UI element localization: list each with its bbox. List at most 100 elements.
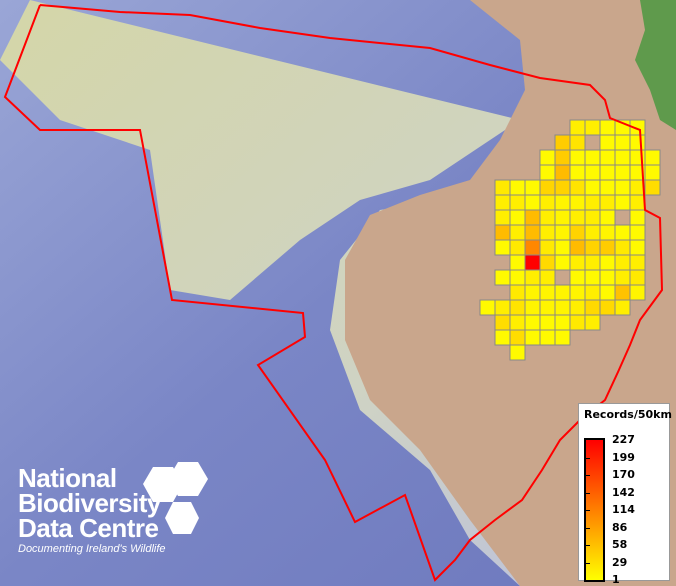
grid-cell[interactable] <box>524 329 541 346</box>
grid-cell[interactable] <box>614 224 631 241</box>
grid-cell[interactable] <box>614 299 631 316</box>
grid-cell[interactable] <box>524 209 541 226</box>
grid-cell[interactable] <box>599 164 616 181</box>
grid-cell[interactable] <box>539 269 556 286</box>
grid-cell[interactable] <box>569 209 586 226</box>
grid-cell[interactable] <box>524 284 541 301</box>
grid-cell[interactable] <box>614 134 631 151</box>
grid-cell[interactable] <box>494 314 511 331</box>
grid-cell[interactable] <box>494 179 511 196</box>
grid-cell[interactable] <box>539 299 556 316</box>
grid-cell[interactable] <box>569 254 586 271</box>
grid-cell[interactable] <box>614 164 631 181</box>
grid-cell[interactable] <box>614 284 631 301</box>
grid-cell[interactable] <box>599 224 616 241</box>
grid-cell[interactable] <box>539 164 556 181</box>
grid-cell[interactable] <box>614 149 631 166</box>
grid-cell[interactable] <box>629 224 646 241</box>
grid-cell[interactable] <box>539 194 556 211</box>
grid-cell[interactable] <box>644 164 661 181</box>
grid-cell[interactable] <box>539 239 556 256</box>
grid-cell[interactable] <box>554 194 571 211</box>
grid-cell[interactable] <box>524 194 541 211</box>
grid-cell[interactable] <box>524 224 541 241</box>
grid-cell[interactable] <box>584 194 601 211</box>
grid-cell[interactable] <box>614 269 631 286</box>
grid-cell[interactable] <box>524 254 541 271</box>
grid-cell[interactable] <box>569 164 586 181</box>
grid-cell[interactable] <box>554 224 571 241</box>
grid-cell[interactable] <box>629 194 646 211</box>
grid-cell[interactable] <box>509 269 526 286</box>
grid-cell[interactable] <box>644 149 661 166</box>
grid-cell[interactable] <box>554 179 571 196</box>
grid-cell[interactable] <box>569 149 586 166</box>
grid-cell[interactable] <box>569 239 586 256</box>
grid-cell[interactable] <box>584 119 601 136</box>
grid-cell[interactable] <box>644 179 661 196</box>
grid-cell[interactable] <box>524 239 541 256</box>
grid-cell[interactable] <box>569 269 586 286</box>
grid-cell[interactable] <box>539 329 556 346</box>
grid-cell[interactable] <box>509 254 526 271</box>
grid-cell[interactable] <box>539 224 556 241</box>
grid-cell[interactable] <box>629 239 646 256</box>
grid-cell[interactable] <box>629 284 646 301</box>
grid-cell[interactable] <box>554 134 571 151</box>
grid-cell[interactable] <box>584 284 601 301</box>
grid-cell[interactable] <box>569 284 586 301</box>
grid-cell[interactable] <box>569 179 586 196</box>
grid-cell[interactable] <box>569 224 586 241</box>
grid-cell[interactable] <box>629 134 646 151</box>
grid-cell[interactable] <box>524 314 541 331</box>
grid-cell[interactable] <box>494 209 511 226</box>
grid-cell[interactable] <box>569 119 586 136</box>
grid-cell[interactable] <box>599 284 616 301</box>
grid-cell[interactable] <box>599 299 616 316</box>
grid-cell[interactable] <box>554 149 571 166</box>
grid-cell[interactable] <box>524 179 541 196</box>
grid-cell[interactable] <box>584 209 601 226</box>
grid-cell[interactable] <box>584 254 601 271</box>
grid-cell[interactable] <box>539 209 556 226</box>
grid-cell[interactable] <box>539 284 556 301</box>
grid-cell[interactable] <box>629 254 646 271</box>
grid-cell[interactable] <box>509 299 526 316</box>
grid-cell[interactable] <box>509 239 526 256</box>
grid-cell[interactable] <box>494 269 511 286</box>
grid-cell[interactable] <box>509 284 526 301</box>
grid-cell[interactable] <box>614 254 631 271</box>
grid-cell[interactable] <box>554 254 571 271</box>
grid-cell[interactable] <box>509 224 526 241</box>
grid-cell[interactable] <box>539 314 556 331</box>
grid-cell[interactable] <box>584 314 601 331</box>
grid-cell[interactable] <box>569 299 586 316</box>
grid-cell[interactable] <box>629 269 646 286</box>
grid-cell[interactable] <box>569 314 586 331</box>
grid-cell[interactable] <box>614 239 631 256</box>
grid-cell[interactable] <box>599 149 616 166</box>
grid-cell[interactable] <box>599 209 616 226</box>
grid-cell[interactable] <box>599 254 616 271</box>
grid-cell[interactable] <box>494 194 511 211</box>
grid-cell[interactable] <box>584 299 601 316</box>
grid-cell[interactable] <box>554 329 571 346</box>
grid-cell[interactable] <box>494 329 511 346</box>
grid-cell[interactable] <box>554 314 571 331</box>
grid-cell[interactable] <box>614 179 631 196</box>
grid-cell[interactable] <box>524 269 541 286</box>
grid-cell[interactable] <box>584 149 601 166</box>
grid-cell[interactable] <box>509 329 526 346</box>
grid-cell[interactable] <box>599 134 616 151</box>
grid-cell[interactable] <box>599 194 616 211</box>
grid-cell[interactable] <box>569 134 586 151</box>
grid-cell[interactable] <box>584 269 601 286</box>
grid-cell[interactable] <box>509 179 526 196</box>
grid-cell[interactable] <box>584 224 601 241</box>
grid-cell[interactable] <box>539 149 556 166</box>
grid-cell[interactable] <box>554 299 571 316</box>
grid-cell[interactable] <box>584 164 601 181</box>
grid-cell[interactable] <box>614 194 631 211</box>
grid-cell[interactable] <box>599 179 616 196</box>
grid-cell[interactable] <box>539 179 556 196</box>
